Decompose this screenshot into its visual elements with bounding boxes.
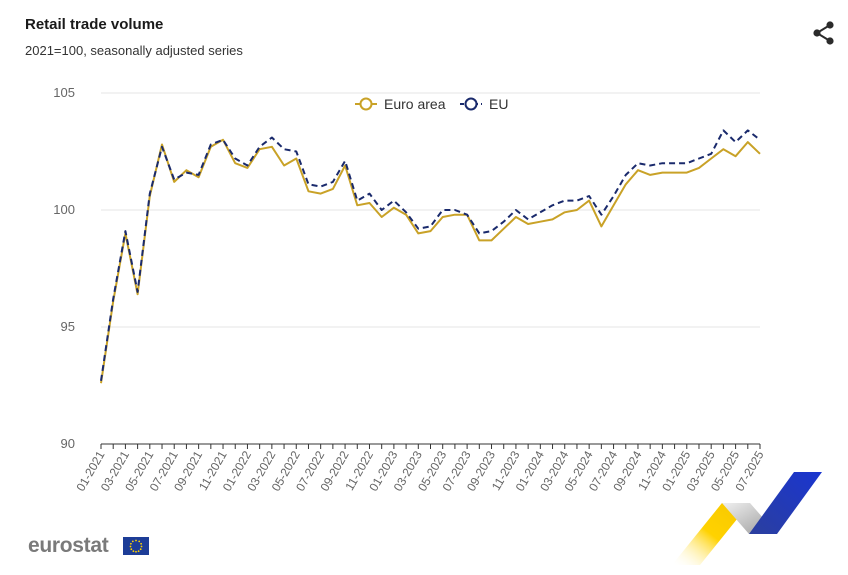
legend-label: EU [489, 96, 508, 112]
y-tick-label: 105 [53, 85, 75, 100]
legend: Euro area EU [355, 96, 508, 112]
gridlines [101, 92, 760, 328]
legend-marker [464, 97, 478, 111]
y-tick-label: 95 [61, 319, 75, 334]
chart-subtitle: 2021=100, seasonally adjusted series [25, 43, 243, 58]
chart-title: Retail trade volume [25, 16, 164, 33]
series-lines [100, 129, 761, 384]
series-line-euro-area [100, 138, 761, 384]
y-tick-label: 100 [53, 202, 75, 217]
series-line-eu [100, 129, 761, 381]
legend-item-euro-area[interactable]: Euro area [355, 96, 446, 112]
decorative-ribbon [672, 472, 822, 565]
x-axis: 01-202103-202105-202107-202109-202111-20… [73, 443, 767, 494]
legend-label: Euro area [384, 96, 446, 112]
eu-flag-icon [123, 537, 149, 555]
legend-marker [359, 97, 373, 111]
legend-item-eu[interactable]: EU [460, 96, 508, 112]
share-icon[interactable] [811, 20, 837, 46]
y-tick-label: 90 [61, 436, 75, 451]
y-axis: 90 95 100 105 [53, 85, 75, 451]
logo-text: eurostat [28, 534, 109, 557]
